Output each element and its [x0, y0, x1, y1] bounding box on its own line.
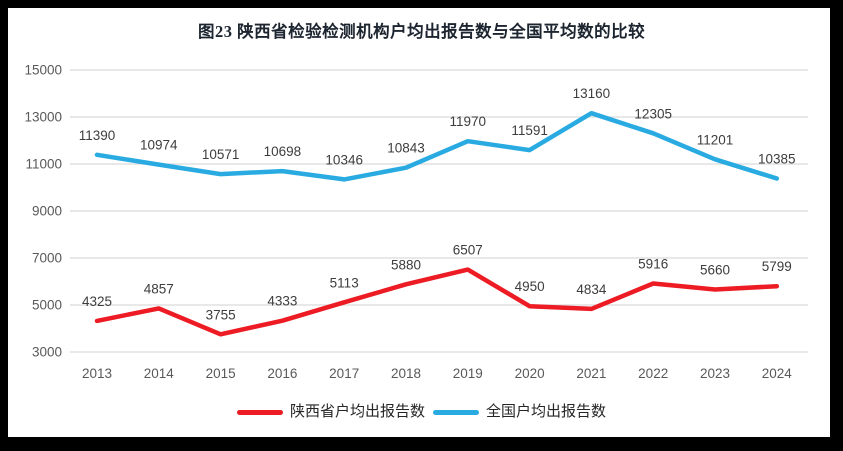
chart-legend: 陕西省户均出报告数 全国户均出报告数 — [0, 401, 843, 423]
legend-line-swatch — [433, 409, 479, 415]
chart-title: 图23 陕西省检验检测机构户均出报告数与全国平均数的比较 — [197, 22, 646, 41]
legend-item-shaanxi: 陕西省户均出报告数 — [236, 401, 425, 423]
legend-label: 全国户均出报告数 — [486, 403, 607, 420]
chart-canvas — [8, 8, 830, 437]
legend-item-national: 全国户均出报告数 — [433, 401, 606, 423]
legend-label: 陕西省户均出报告数 — [289, 403, 425, 420]
legend-line-swatch — [236, 409, 283, 415]
